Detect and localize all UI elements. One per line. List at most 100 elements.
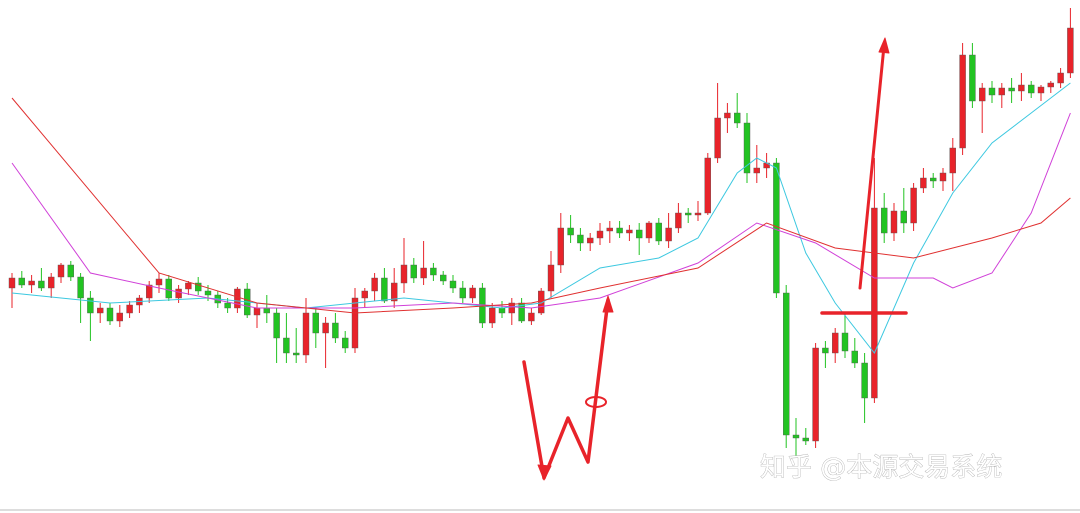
candle-body	[96, 307, 104, 314]
candle-body	[410, 264, 417, 279]
candle-body	[28, 280, 35, 286]
candle-body	[939, 172, 947, 182]
candle-body	[547, 264, 555, 292]
candle-body	[675, 212, 682, 229]
candle-body	[116, 312, 124, 322]
candle-body	[351, 297, 359, 349]
candle-body	[508, 302, 515, 314]
candle-body	[626, 229, 633, 234]
candle-body	[773, 162, 780, 294]
candle-body	[636, 229, 643, 239]
candle-body	[1008, 87, 1015, 92]
breakout-arrow	[858, 44, 886, 290]
candle-body	[67, 264, 75, 278]
candle-body	[57, 264, 65, 278]
candle-body	[489, 307, 496, 324]
candle-body	[145, 284, 153, 299]
moving-average-line	[11, 97, 1071, 314]
candle-body	[449, 280, 457, 289]
candle-body	[1057, 72, 1064, 84]
candle-body	[420, 267, 427, 279]
moving-average-line	[11, 112, 1071, 309]
candle-body	[528, 312, 535, 322]
candle-body	[361, 290, 368, 299]
candle-body	[998, 87, 1005, 96]
candle-body	[841, 332, 849, 352]
candle-body	[126, 304, 133, 314]
candle-body	[714, 117, 721, 159]
candle-body	[900, 210, 907, 224]
candle-body	[185, 282, 192, 290]
marker-ellipse	[585, 396, 607, 408]
candle-body	[753, 167, 760, 174]
candle-body	[18, 277, 25, 286]
candle-body	[812, 347, 819, 442]
candle-body	[557, 227, 564, 266]
candle-body	[224, 302, 231, 309]
candle-body	[665, 227, 672, 242]
candle-body	[606, 227, 613, 232]
candle-body	[273, 312, 280, 339]
candle-body	[988, 87, 996, 96]
candle-body	[890, 210, 898, 234]
annotations	[522, 37, 908, 481]
candle-body	[910, 187, 917, 224]
arrow-head	[602, 295, 614, 313]
candle-body	[381, 277, 388, 302]
candle-body	[204, 290, 212, 296]
candle-body	[263, 307, 270, 314]
candle-body	[322, 322, 329, 334]
candle-body	[871, 207, 878, 399]
candle-body	[734, 112, 741, 124]
candle-body	[312, 312, 319, 334]
candle-body	[1018, 84, 1025, 92]
candle-body	[792, 434, 800, 439]
candle-body	[1067, 27, 1074, 74]
candle-body	[587, 237, 594, 244]
candle-body	[704, 157, 711, 214]
moving-average-line	[11, 82, 1071, 354]
candle-body	[371, 277, 378, 292]
candle-body	[577, 234, 584, 244]
candle-body	[253, 307, 261, 316]
candle-body	[959, 54, 966, 149]
candle-body	[293, 352, 300, 356]
candle-body	[106, 307, 114, 322]
candle-body	[655, 222, 662, 242]
arrow-head	[878, 37, 890, 54]
candle-body	[469, 287, 476, 299]
candle-body	[391, 282, 398, 302]
candle-body	[802, 437, 809, 442]
plot-area	[8, 8, 1074, 458]
arrow-head	[537, 464, 552, 481]
candle-body	[283, 337, 290, 354]
candle-body	[440, 274, 447, 282]
candle-body	[969, 54, 976, 102]
candle-body	[832, 332, 839, 354]
candle-body	[87, 297, 94, 314]
candle-body	[48, 276, 55, 289]
candle-body	[822, 347, 829, 354]
w-pattern-arrow	[522, 298, 610, 480]
candle-body	[743, 122, 751, 174]
candle-body	[155, 278, 163, 286]
candle-body	[949, 147, 956, 174]
candle-body	[694, 212, 702, 216]
watermark: 知乎 @本源交易系统	[760, 453, 1002, 483]
candle-body	[920, 177, 927, 189]
candle-body	[194, 282, 202, 292]
candle-body	[1037, 86, 1045, 94]
candle-body	[979, 87, 986, 102]
candle-body	[165, 278, 173, 299]
candle-body	[77, 276, 84, 299]
candle-body	[724, 112, 731, 119]
candle-body	[302, 312, 310, 356]
candle-body	[567, 227, 574, 236]
candle-body	[930, 177, 937, 182]
candle-body	[234, 288, 241, 309]
candle-body	[1027, 84, 1035, 94]
candle-body	[861, 362, 868, 399]
candle-body	[685, 212, 692, 216]
